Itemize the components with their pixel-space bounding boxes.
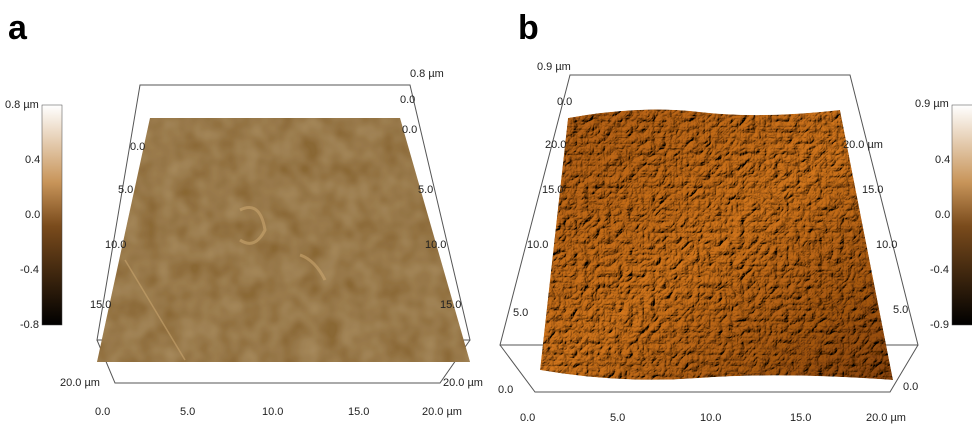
figure: a 0.8 µm 0.4 0.0 -0.4 -0.8 0.8 µm 0.0 0.0 5.0 10.0… [0,0,972,425]
colorbar-label: -0.4 [930,264,949,276]
axis-tick-label: 20.0 µm [866,412,906,424]
axis-tick-label: 0.0 [520,412,535,424]
axis-tick-label: 15.0 [90,299,111,311]
axis-tick-label: 20.0 µm [422,406,462,418]
axis-tick-label: 0.0 [903,381,918,393]
axis-tick-label: 20.0 µm [60,377,100,389]
axis-tick-label: 10.0 [876,239,897,251]
axis-tick-label: 15.0 [790,412,811,424]
axis-tick-label: 10.0 [262,406,283,418]
axis-tick-label: 15.0 [862,184,883,196]
z-axis-label: 0.8 µm [410,68,444,80]
colorbar-label: -0.9 [930,319,949,331]
axis-tick-label: 5.0 [180,406,195,418]
colorbar [42,105,62,325]
panel-label: a [8,9,28,47]
axis-tick-label: 10.0 [527,239,548,251]
axis-tick-label: 5.0 [118,184,133,196]
axis-tick-label: 0.0 [95,406,110,418]
panel-label: b [518,9,539,47]
colorbar-label: -0.8 [20,319,39,331]
axis-tick-label: 15.0 [348,406,369,418]
panel-b [500,75,972,392]
colorbar [952,105,972,325]
z-axis-label: 0.0 [557,96,572,108]
axis-tick-label: 0.0 [402,124,417,136]
axis-tick-label: 15.0 [440,299,461,311]
axis-tick-label: 10.0 [425,239,446,251]
axis-tick-label: 15.0 [542,184,563,196]
colorbar-label: 0.9 µm [915,98,949,110]
axis-tick-label: 10.0 [105,239,126,251]
surface [540,110,893,380]
colorbar-label: -0.4 [20,264,39,276]
page: a 0.8 µm 0.4 0.0 -0.4 -0.8 0.8 µm 0.0 0.0 5.0 10.0… [0,0,972,425]
z-axis-label: 0.9 µm [537,61,571,73]
axis-tick-label: 5.0 [418,184,433,196]
axis-tick-label: 20.0 µm [843,139,883,151]
colorbar-label: 0.4 [935,154,950,166]
axis-tick-label: 0.0 [130,141,145,153]
colorbar-label: 0.4 [25,154,40,166]
axis-tick-label: 5.0 [610,412,625,424]
colorbar-label: 0.0 [935,209,950,221]
axis-tick-label: 10.0 [700,412,721,424]
axis-tick-label: 0.0 [498,384,513,396]
axis-tick-label: 20.0 [545,139,566,151]
axis-tick-label: 5.0 [513,307,528,319]
axis-tick-label: 5.0 [893,304,908,316]
surface [97,118,470,362]
axis-tick-label: 20.0 µm [443,377,483,389]
z-axis-label: 0.0 [400,94,415,106]
colorbar-label: 0.0 [25,209,40,221]
colorbar-label: 0.8 µm [5,99,39,111]
